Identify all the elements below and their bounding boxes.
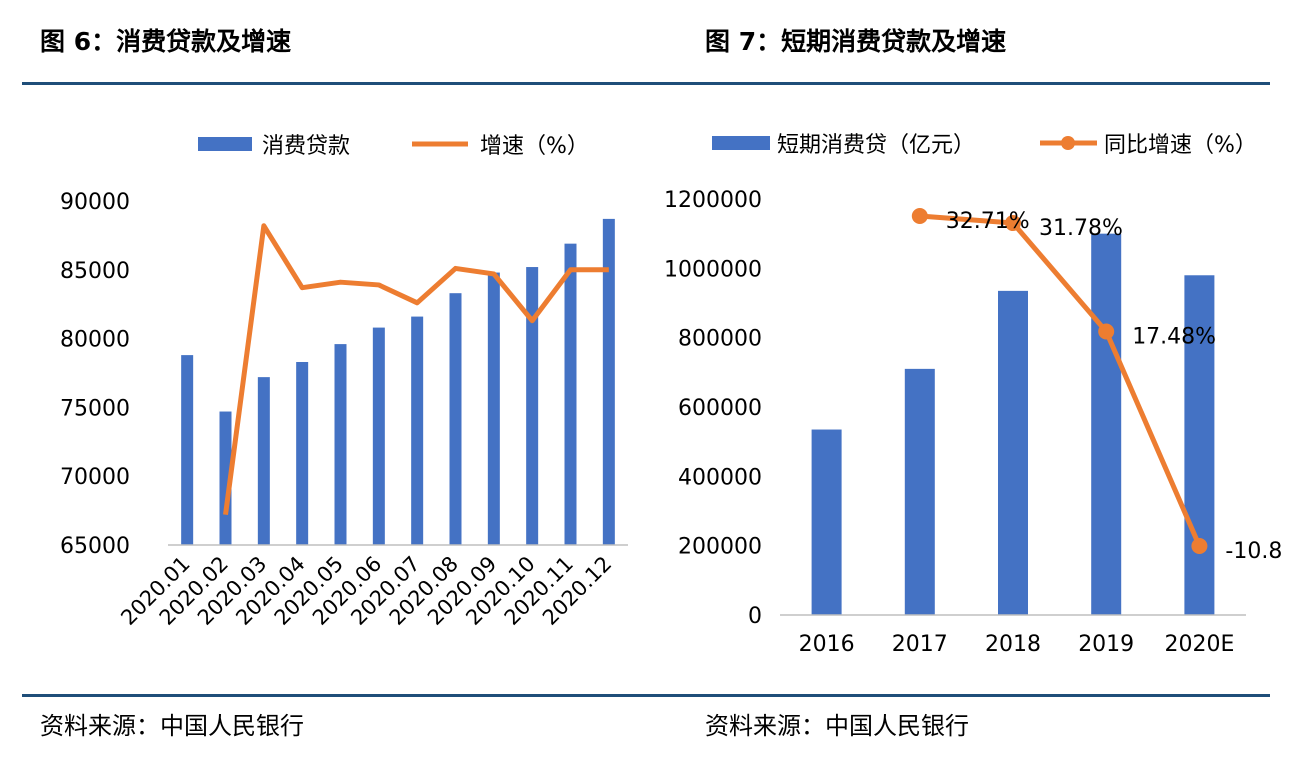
growth-line — [919, 213, 1202, 547]
bar — [602, 218, 615, 545]
x-tick-label: 2017 — [892, 632, 948, 657]
y-tick-label: 65000 — [60, 534, 130, 559]
line-marker — [911, 208, 928, 224]
y-tick-label: 0 — [748, 604, 762, 629]
bar — [296, 361, 309, 545]
bar — [1184, 275, 1215, 615]
bar — [811, 429, 842, 615]
source-note-left: 资料来源：中国人民银行 — [40, 712, 304, 740]
figure-title-left: 图 6：消费贷款及增速 — [40, 27, 292, 56]
bar — [904, 368, 935, 615]
y-tick-label: 1000000 — [664, 257, 762, 282]
data-label: -10.80 — [1225, 539, 1282, 564]
line-marker — [1005, 215, 1021, 232]
bar — [372, 327, 385, 545]
y-tick-label: 1200000 — [664, 188, 762, 213]
legend-label-line: 增速（%） — [480, 134, 589, 159]
bar — [219, 411, 232, 545]
bar — [564, 243, 577, 545]
data-label: 32.71% — [946, 209, 1030, 234]
y-tick-label: 75000 — [60, 396, 130, 421]
y-tick-label: 90000 — [60, 190, 130, 215]
bar — [998, 290, 1028, 615]
legend-label-bar: 消费贷款 — [262, 134, 350, 159]
chart-consumer-loans: 消费贷款 增速（%）9000085000800007500070000650002… — [60, 134, 628, 630]
bar — [334, 344, 347, 545]
legend-label-bar: 短期消费贷（亿元） — [777, 133, 975, 158]
y-tick-label: 70000 — [60, 465, 130, 490]
source-note-right: 资料来源：中国人民银行 — [705, 712, 969, 740]
x-tick-label: 2020E — [1164, 632, 1234, 657]
bar — [411, 316, 424, 545]
bottom-rule — [22, 694, 1270, 697]
y-tick-label: 600000 — [678, 396, 762, 421]
line-marker — [1098, 323, 1115, 340]
growth-line — [223, 223, 609, 516]
figure-title-right: 图 7：短期消费贷款及增速 — [705, 27, 1007, 56]
bar — [181, 355, 194, 545]
legend-marker — [1061, 136, 1075, 150]
chart-short-term-loans: 短期消费贷（亿元） 同比增速（%） 1200000 1000000 800000 6000… — [664, 133, 1282, 657]
legend-swatch-bar — [198, 137, 252, 151]
bar — [257, 377, 270, 545]
y-tick-label: 400000 — [678, 465, 762, 490]
data-label: 17.48% — [1132, 325, 1216, 350]
legend-label-line: 同比增速（%） — [1104, 133, 1257, 158]
y-tick-label: 80000 — [60, 328, 130, 353]
x-tick-label: 2019 — [1078, 632, 1134, 657]
bar — [1091, 233, 1122, 615]
y-tick-label: 85000 — [60, 259, 130, 284]
data-label: 31.78% — [1039, 216, 1123, 241]
bar — [487, 272, 500, 545]
y-tick-label: 200000 — [678, 535, 762, 560]
legend-swatch-bar — [712, 136, 770, 150]
line-marker — [1191, 538, 1208, 554]
top-rule — [22, 82, 1270, 85]
x-tick-label: 2016 — [799, 632, 855, 657]
bar — [449, 293, 462, 545]
y-tick-label: 800000 — [678, 327, 762, 352]
bar — [526, 267, 539, 545]
x-tick-label: 2018 — [985, 632, 1041, 657]
